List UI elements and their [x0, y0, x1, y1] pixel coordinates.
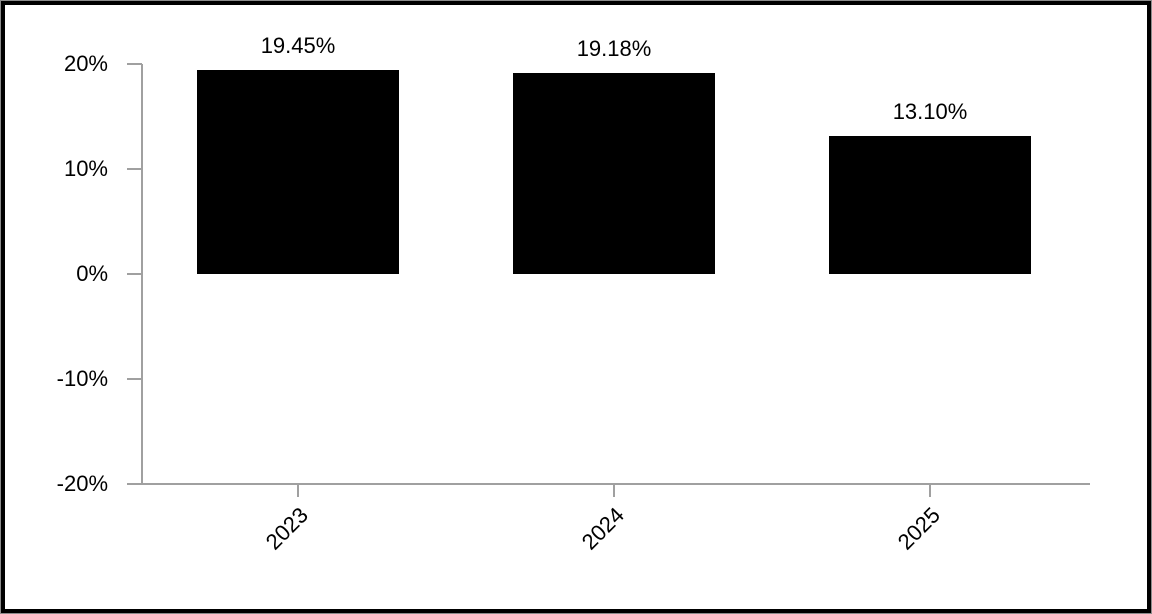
y-axis-tick: [127, 378, 142, 380]
y-axis-tick: [127, 63, 142, 65]
bar-value-label: 19.18%: [576, 35, 652, 61]
x-axis-category-label: 2023: [260, 502, 313, 555]
y-axis-tick-label: -20%: [56, 471, 108, 496]
x-axis-tick: [297, 484, 299, 497]
y-axis-tick-label: -10%: [56, 366, 108, 391]
x-axis-category-label: 2024: [576, 502, 629, 555]
x-axis-tick: [929, 484, 931, 497]
bar: [513, 72, 715, 274]
y-axis-tick-label: 0%: [76, 261, 108, 286]
y-axis-tick: [127, 483, 142, 485]
bar: [829, 136, 1031, 274]
bar: [197, 69, 399, 274]
y-axis-tick-label: 20%: [63, 51, 108, 76]
y-axis-line: [141, 64, 143, 484]
x-axis-tick: [613, 484, 615, 497]
y-axis-tick: [127, 168, 142, 170]
x-axis-line: [127, 483, 1090, 485]
bar-value-label: 13.10%: [892, 99, 968, 125]
bar-value-label: 19.45%: [260, 32, 336, 58]
y-axis-tick-label: 10%: [63, 156, 108, 181]
x-axis-category-label: 2025: [892, 502, 945, 555]
y-axis-tick: [127, 273, 142, 275]
